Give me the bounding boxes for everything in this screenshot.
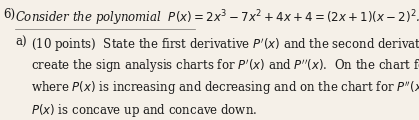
Text: create the sign analysis charts for $P'(x)$ and $P''(x)$.  On the chart for $P'(: create the sign analysis charts for $P'(… — [31, 58, 419, 75]
Text: $P(x)$ is concave up and concave down.: $P(x)$ is concave up and concave down. — [31, 102, 257, 119]
Text: 6): 6) — [3, 8, 16, 21]
Text: (10 points)  State the first derivative $P'(x)$ and the second derivative $P''(x: (10 points) State the first derivative $… — [31, 36, 419, 54]
Text: where $P(x)$ is increasing and decreasing and on the chart for $P''(x)$ indicate: where $P(x)$ is increasing and decreasin… — [31, 80, 419, 97]
Text: a): a) — [15, 36, 27, 49]
Text: Consider the polynomial  $P(x) = 2x^3 - 7x^2 + 4x + 4 = (2x+1)(x-2)^2$.: Consider the polynomial $P(x) = 2x^3 - 7… — [15, 8, 419, 28]
